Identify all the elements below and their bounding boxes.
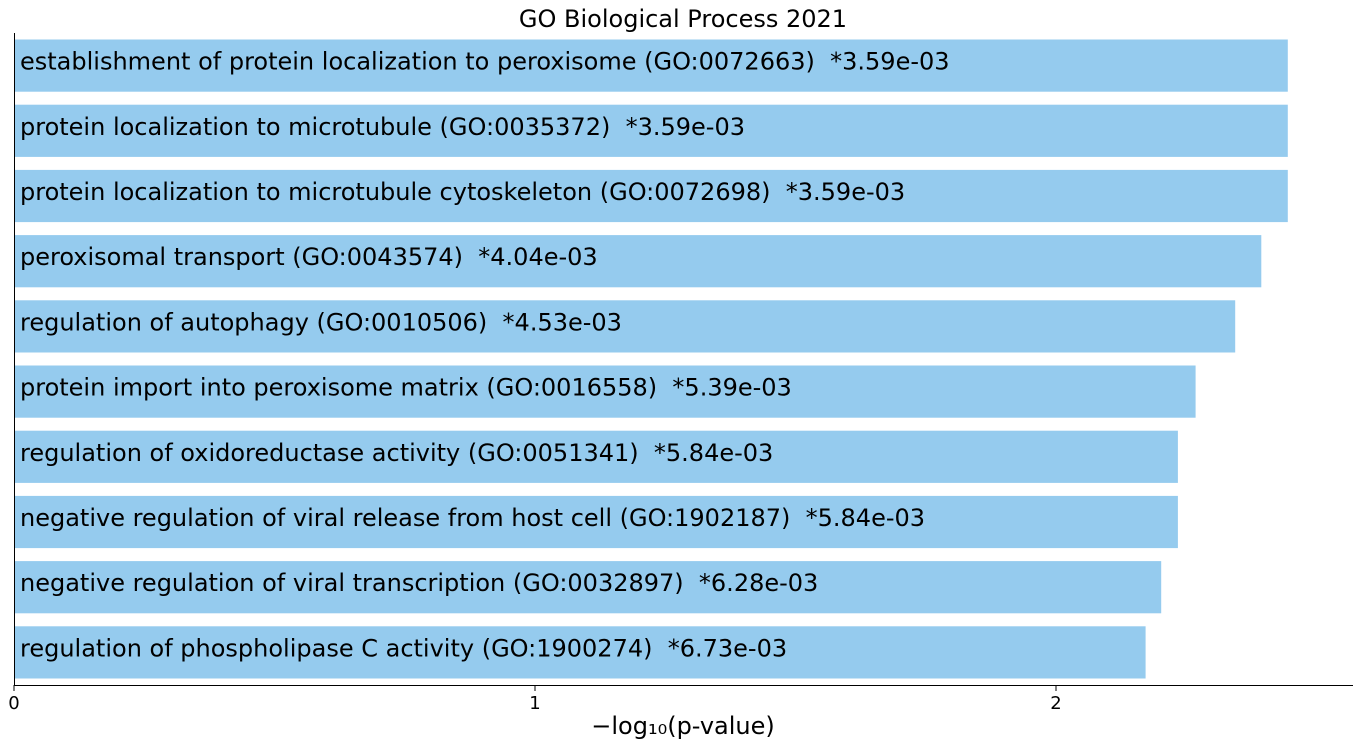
bar	[15, 104, 1288, 157]
bar	[15, 169, 1288, 223]
bar	[15, 235, 1262, 288]
bar	[15, 495, 1178, 549]
bar	[15, 430, 1178, 483]
bar-label: protein localization to microtubule (GO:…	[20, 113, 745, 141]
bar	[15, 365, 1196, 418]
bar-label: regulation of autophagy (GO:0010506) *4.…	[20, 308, 622, 336]
bar	[15, 561, 1162, 614]
bar-label: protein localization to microtubule cyto…	[20, 178, 905, 206]
bar-label: negative regulation of viral transcripti…	[20, 569, 818, 597]
x-axis-label: −log₁₀(p-value)	[591, 712, 774, 740]
bars-layer	[15, 39, 1288, 679]
bar	[15, 39, 1288, 92]
bar-label: negative regulation of viral release fro…	[20, 504, 925, 532]
chart-title: GO Biological Process 2021	[519, 5, 847, 33]
x-tick-label: 2	[1050, 693, 1061, 714]
bar-label: establishment of protein localization to…	[20, 48, 950, 76]
bar-labels-layer: establishment of protein localization to…	[20, 48, 950, 663]
bar-label: peroxisomal transport (GO:0043574) *4.04…	[20, 243, 598, 271]
x-ticks-layer: 0 1 2	[8, 685, 1062, 714]
bar	[15, 626, 1146, 679]
x-tick-label: 1	[529, 693, 540, 714]
bar-label: protein import into peroxisome matrix (G…	[20, 374, 792, 402]
x-tick-label: 0	[8, 693, 19, 714]
bar	[15, 300, 1236, 353]
bar-label: regulation of oxidoreductase activity (G…	[20, 439, 773, 467]
bar-label: regulation of phospholipase C activity (…	[20, 634, 787, 662]
